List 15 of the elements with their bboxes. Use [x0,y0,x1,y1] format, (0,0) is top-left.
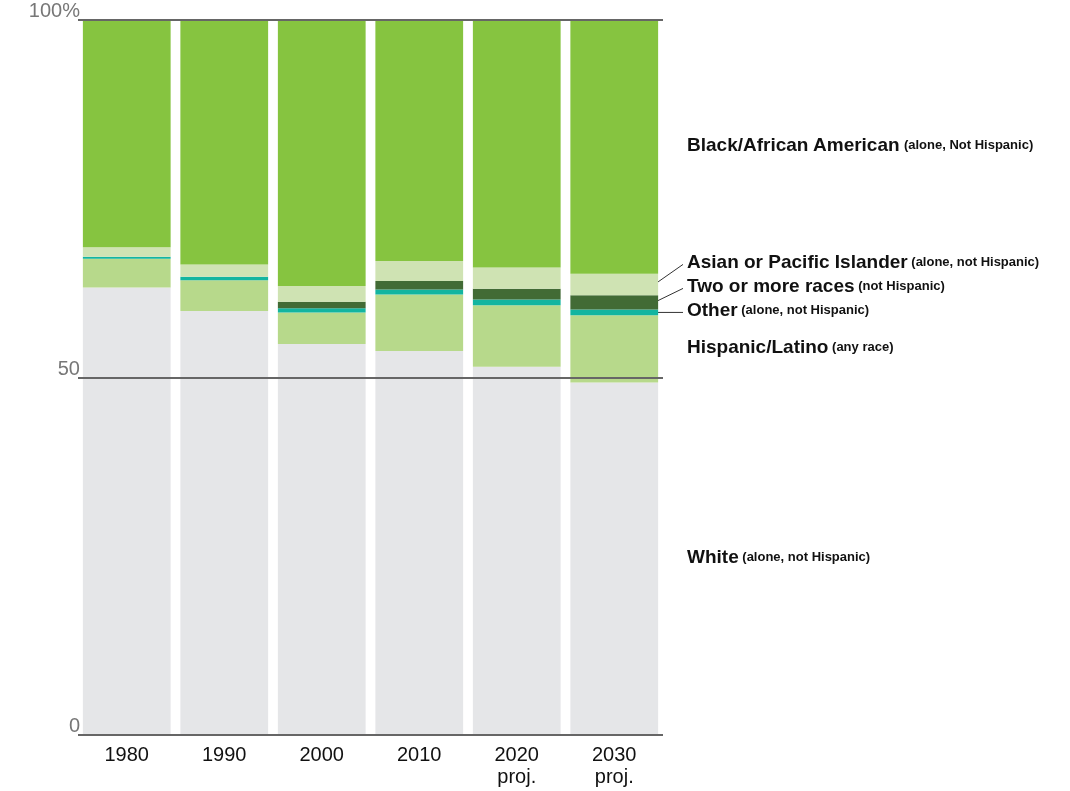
series-label: Other (alone, not Hispanic) [687,299,870,321]
y-tick-label: 0 [68,714,80,736]
x-tick-label: 1980 [104,743,149,765]
series-label: White (alone, not Hispanic) [687,545,871,567]
x-tick-label: 2000 [299,743,344,765]
x-tick-label: 2010 [397,743,442,765]
y-tick-label: 50 [57,356,80,379]
x-tick-label: 2030 proj. [592,743,637,787]
x-tick-label: 1990 [202,743,247,765]
series-label: Two or more races (not Hispanic) [687,275,945,297]
series-label: Hispanic/Latino (any race) [687,335,894,357]
x-tick-label: 2020 proj. [494,743,539,787]
series-label: Black/African American (alone, Not Hispanic) [687,133,1034,155]
y-tick-label: 100% [28,0,81,21]
series-label: Asian or Pacific Islander (alone, not Hispanic) [687,251,1040,273]
